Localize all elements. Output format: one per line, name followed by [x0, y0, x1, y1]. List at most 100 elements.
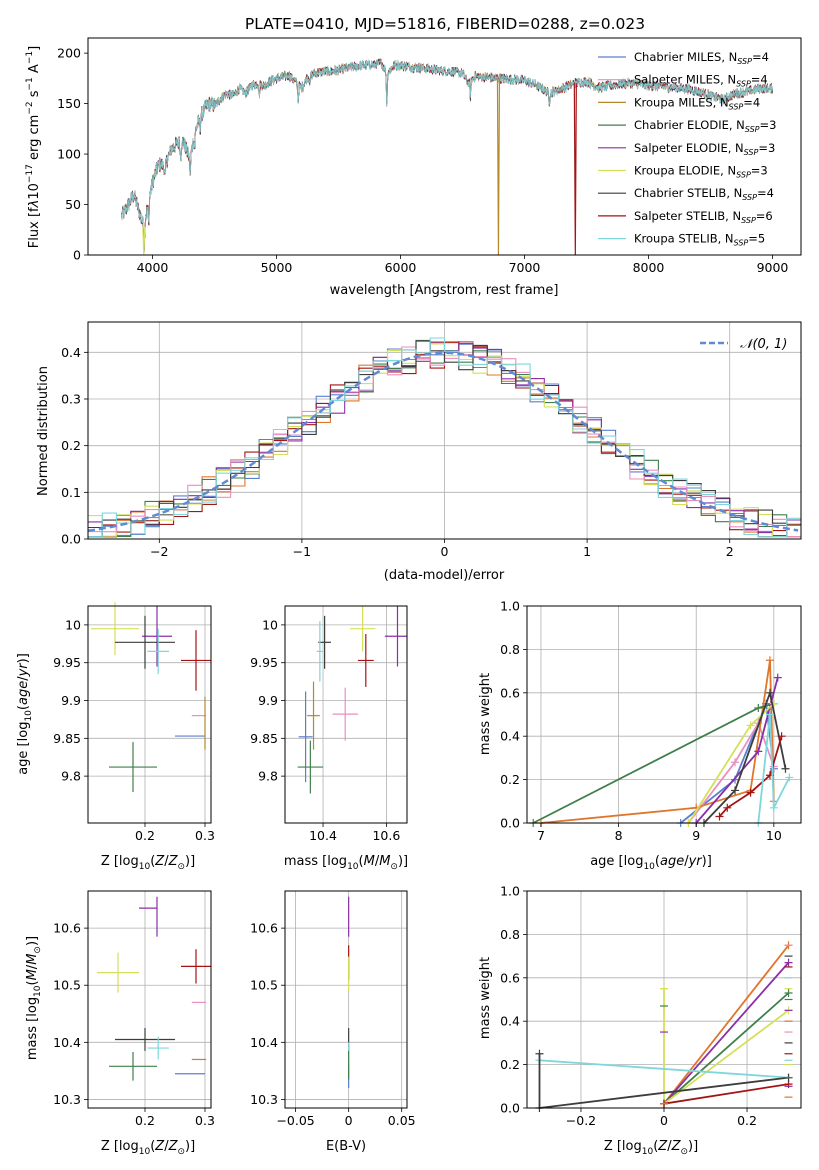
weight-marker — [723, 803, 732, 812]
y-tick-label: 0.2 — [61, 438, 81, 453]
weight-line — [540, 660, 775, 824]
figure-title: PLATE=0410, MJD=51816, FIBERID=0288, z=0… — [245, 15, 645, 33]
y-tick-label: 9.9 — [258, 693, 278, 708]
gaussian-legend-label: 𝒩(0, 1) — [740, 337, 787, 352]
y-tick-label: 0.3 — [61, 392, 81, 407]
y-tick-label: 9.85 — [250, 731, 278, 746]
weight-line — [539, 1059, 789, 1079]
panel-frame — [87, 890, 212, 1109]
panel-plot-area — [97, 896, 211, 1081]
y-tick-label: 0.0 — [500, 816, 520, 831]
age-vs-mass-panel: 10.4 10.6 9.8 9.85 9.9 9.95 10 — [250, 605, 408, 843]
spectrum-series-kroupa-stelib — [121, 59, 773, 251]
y-tick-label: 0.4 — [500, 1014, 520, 1029]
weight-marker — [535, 1049, 544, 1058]
y-tick-label: 150 — [57, 96, 81, 111]
x-tick-label: 9 — [692, 828, 700, 843]
y-tick-label: 10.6 — [250, 921, 278, 936]
y-tick-label: 0.6 — [500, 970, 520, 985]
x-tick-label: 0.2 — [135, 1113, 155, 1128]
gaussian-legend: 𝒩(0, 1) — [700, 337, 787, 352]
weight-marker — [769, 803, 778, 812]
weight-marker — [731, 786, 740, 795]
x-tick-label: 0.3 — [195, 1113, 215, 1128]
spectrum-ylabel: Flux [fλ10−17 erg cm−2 s−1 A−1] — [25, 46, 42, 248]
age-vs-mass-xlabel: mass [log10(M/M⊙)] — [284, 854, 408, 872]
mass-weight-vs-z-panel: −0.2 0 0.2 0.0 0.2 0.4 0.6 0.8 1.0 — [500, 884, 802, 1128]
residuals-xlabel: (data-model)/error — [384, 568, 505, 583]
legend-entry: Kroupa ELODIE, NSSP=3 — [634, 164, 768, 180]
x-tick-label: −0.2 — [566, 1113, 596, 1128]
x-tick-label: 0.05 — [388, 1113, 416, 1128]
y-tick-label: 0.0 — [500, 1101, 520, 1116]
y-tick-label: 1.0 — [500, 884, 520, 899]
panel-grid — [285, 891, 407, 1108]
x-tick-label: 6000 — [385, 260, 417, 275]
x-tick-label: −2 — [150, 544, 168, 559]
weight-marker — [785, 773, 794, 782]
mass-weight-vs-age-xlabel: age [log10(age/yr)] — [590, 854, 712, 872]
weight-marker — [769, 699, 778, 708]
spectrum-frame — [87, 37, 802, 256]
y-tick-label: 10.3 — [250, 1092, 278, 1107]
panel-axes: −0.05 0 0.05 10.3 10.4 10.5 10.6 — [250, 921, 415, 1128]
panel-frame — [526, 605, 802, 824]
panel-axes: 10.4 10.6 9.8 9.85 9.9 9.95 10 — [250, 617, 400, 843]
x-tick-label: 10.6 — [372, 828, 400, 843]
legend-entry: Chabrier STELIB, NSSP=4 — [634, 186, 774, 202]
legend-entry: Kroupa MILES, NSSP=4 — [634, 95, 760, 111]
weight-marker — [765, 688, 774, 697]
y-tick-label: 100 — [57, 147, 81, 162]
y-tick-label: 10.6 — [53, 921, 81, 936]
y-tick-label: 9.95 — [53, 655, 81, 670]
x-tick-label: 10 — [766, 828, 782, 843]
age-vs-z-panel: 0.2 0.3 9.8 9.85 9.9 9.95 10 — [53, 602, 215, 843]
weight-line — [703, 689, 787, 824]
mass-vs-z-xlabel: Z [log10(Z/Z⊙)] — [101, 1139, 195, 1157]
y-tick-label: 9.8 — [258, 769, 278, 784]
weight-marker — [773, 673, 782, 682]
panel-plot-area — [297, 606, 407, 794]
x-tick-label: −1 — [293, 544, 311, 559]
histogram-series — [88, 340, 801, 538]
weight-line — [680, 700, 775, 824]
weight-line — [663, 962, 790, 1105]
y-tick-label: 0.2 — [500, 772, 520, 787]
y-tick-label: 0.6 — [500, 685, 520, 700]
panel-grid — [88, 606, 211, 823]
panel-frame — [284, 605, 408, 824]
panel-axes: 7 8 9 10 0.0 0.2 0.4 0.6 0.8 1.0 — [500, 599, 782, 844]
weight-marker — [784, 958, 793, 967]
legend-entry: Chabrier MILES, NSSP=4 — [634, 50, 769, 66]
panel-frame — [87, 605, 212, 824]
panel-grid — [88, 891, 211, 1108]
x-tick-label: 0.2 — [135, 828, 155, 843]
residuals-ylabel: Normed distribution — [36, 366, 51, 496]
y-tick-label: 0.2 — [500, 1057, 520, 1072]
weight-marker — [715, 812, 724, 821]
y-tick-label: 10 — [65, 617, 81, 632]
weight-marker — [781, 764, 790, 773]
panel-axes: 0.2 0.3 9.8 9.85 9.9 9.95 10 — [53, 617, 215, 843]
x-tick-label: 0 — [345, 1113, 353, 1128]
weight-marker — [765, 656, 774, 665]
x-tick-label: −0.05 — [276, 1113, 314, 1128]
x-tick-label: 7 — [537, 828, 545, 843]
mass-weight-vs-z-xlabel: Z [log10(Z/Z⊙)] — [604, 1139, 698, 1157]
x-tick-label: 2 — [726, 544, 734, 559]
weight-line — [663, 1083, 789, 1105]
weight-line — [757, 714, 791, 824]
spectrum-dropout — [142, 226, 146, 256]
legend-entry: Kroupa STELIB, NSSP=5 — [634, 232, 765, 248]
age-vs-z-xlabel: Z [log10(Z/Z⊙)] — [101, 854, 195, 872]
panel-plot-area — [529, 656, 794, 827]
y-tick-label: 10.5 — [250, 978, 278, 993]
x-tick-label: 0 — [660, 1113, 668, 1128]
spectrum-axes: 4000 5000 6000 7000 8000 9000 0 50 100 150 200 — [57, 46, 788, 275]
weight-line — [663, 992, 790, 1105]
panel-grid — [527, 605, 801, 824]
y-tick-label: 200 — [57, 46, 81, 61]
residuals-panel: −2 −1 0 1 2 0.0 0.1 0.2 0.3 0.4 𝒩(0, 1) (data-mod… — [36, 321, 802, 583]
x-tick-label: 0.3 — [195, 828, 215, 843]
